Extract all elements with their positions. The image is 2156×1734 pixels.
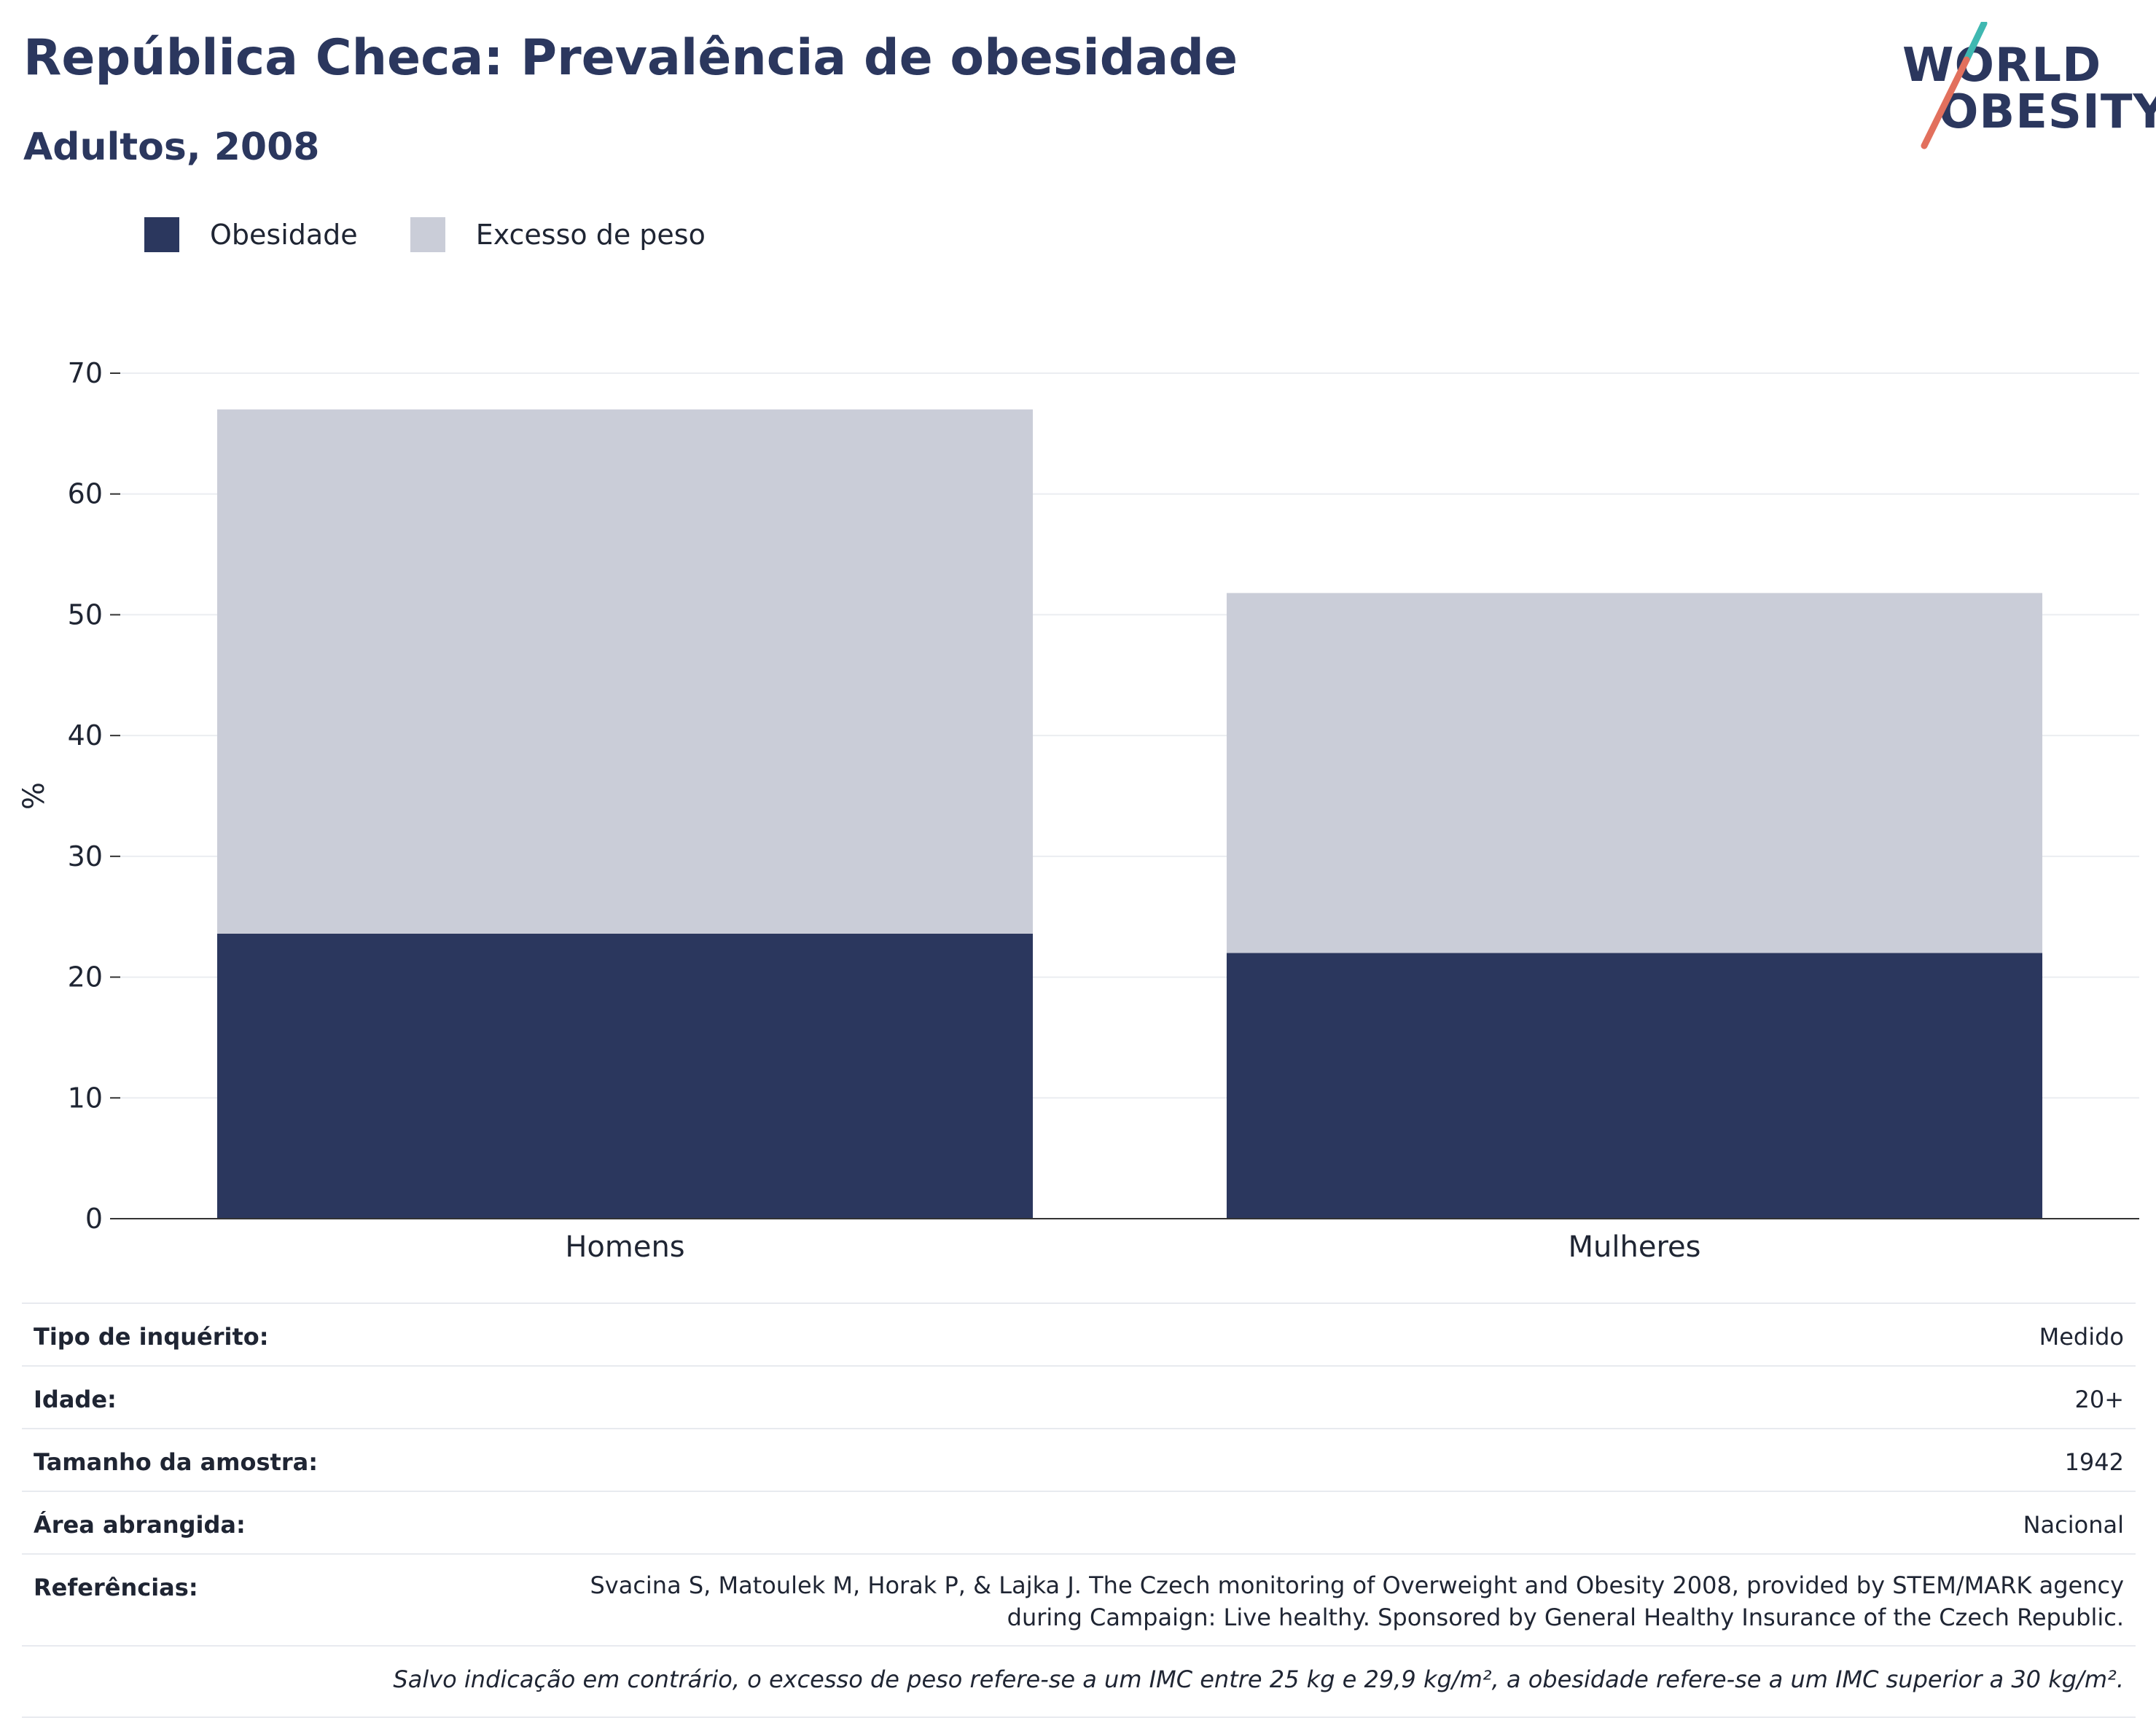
world-obesity-logo: WORLD OBESITY <box>1902 22 2156 157</box>
info-row-sample-size: Tamanho da amostra: 1942 <box>22 1428 2136 1491</box>
x-axis-ticks: Homens Mulheres <box>565 1230 1700 1264</box>
bar-excesso-de-peso[interactable] <box>1226 593 2043 953</box>
y-tick-label: 10 <box>68 1082 103 1114</box>
references-text: Svacina S, Matoulek M, Horak P, & Lajka … <box>590 1569 2124 1633</box>
note-text: Salvo indicação em contrário, o excesso … <box>393 1665 2124 1693</box>
info-row-age: Idade: 20+ <box>22 1365 2136 1428</box>
logo-line-1: WORLD <box>1902 39 2102 93</box>
y-tick-label: 40 <box>68 719 103 751</box>
bar-excesso-de-peso[interactable] <box>216 409 1034 934</box>
bars <box>216 409 2043 1219</box>
bar-chart: 0 10 20 30 40 50 60 70 Homens Mulheres % <box>17 357 2139 1264</box>
info-value: 20+ <box>2074 1386 2124 1413</box>
legend-label: Obesidade <box>210 219 358 251</box>
info-row-references: Referências: Svacina S, Matoulek M, Hora… <box>22 1553 2136 1645</box>
info-row-survey-type: Tipo de inquérito: Medido <box>22 1303 2136 1365</box>
info-label: Área abrangida: <box>34 1511 246 1539</box>
legend-swatch-obesidade <box>144 217 179 252</box>
legend-label: Excesso de peso <box>475 219 706 251</box>
y-tick-label: 30 <box>68 840 103 872</box>
x-tick-label: Homens <box>565 1230 684 1264</box>
survey-info-table: Tipo de inquérito: Medido Idade: 20+ Tam… <box>22 1303 2136 1718</box>
bar-obesidade[interactable] <box>216 933 1034 1219</box>
y-axis-ticks: 0 10 20 30 40 50 60 70 <box>68 357 120 1235</box>
info-value: 1942 <box>2064 1448 2124 1476</box>
x-tick-label: Mulheres <box>1569 1230 1701 1264</box>
y-tick-label: 60 <box>68 478 103 510</box>
info-label: Idade: <box>34 1386 117 1413</box>
y-tick-label: 20 <box>68 961 103 993</box>
y-axis-label: % <box>17 782 51 810</box>
references-line-1: Svacina S, Matoulek M, Horak P, & Lajka … <box>590 1571 2124 1599</box>
info-row-area: Área abrangida: Nacional <box>22 1491 2136 1553</box>
bar-obesidade[interactable] <box>1226 953 2043 1219</box>
y-tick-label: 70 <box>68 357 103 389</box>
chart-title: República Checa: Prevalência de obesidad… <box>23 29 1238 87</box>
info-value: Nacional <box>2023 1511 2124 1539</box>
y-tick-label: 0 <box>85 1203 103 1235</box>
info-value: Medido <box>2039 1323 2124 1351</box>
logo-slash-icon <box>1921 22 1988 149</box>
info-label: Tamanho da amostra: <box>34 1448 318 1476</box>
chart-subtitle: Adultos, 2008 <box>23 125 320 169</box>
legend-swatch-excesso-de-peso <box>410 217 445 252</box>
legend-item-excesso-de-peso[interactable]: Excesso de peso <box>410 217 706 252</box>
references-line-2: during Campaign: Live healthy. Sponsored… <box>1007 1604 2124 1631</box>
legend-item-obesidade[interactable]: Obesidade <box>144 217 358 252</box>
y-tick-label: 50 <box>68 598 103 630</box>
info-label: Referências: <box>34 1574 198 1601</box>
definition-note: Salvo indicação em contrário, o excesso … <box>22 1645 2136 1718</box>
logo-line-2: OBESITY <box>1939 85 2156 139</box>
info-label: Tipo de inquérito: <box>34 1323 269 1351</box>
chart-legend: Obesidade Excesso de peso <box>144 217 758 252</box>
